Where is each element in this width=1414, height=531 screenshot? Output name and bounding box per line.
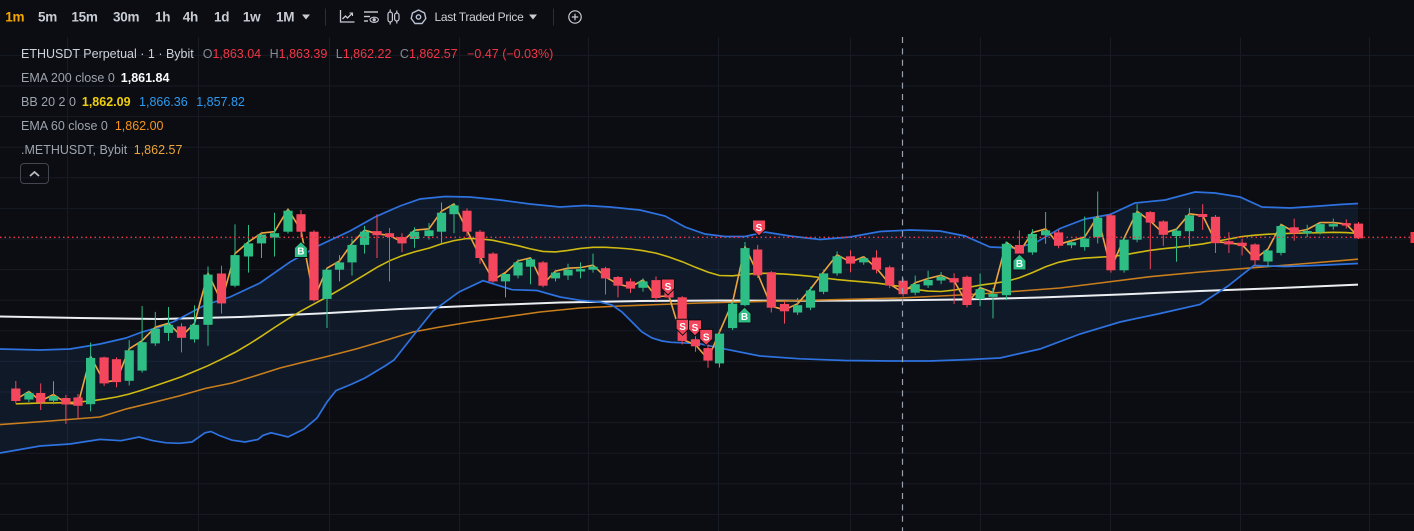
svg-text:S: S	[679, 322, 686, 333]
svg-text:B: B	[1016, 259, 1023, 270]
svg-text:S: S	[692, 323, 699, 334]
svg-text:S: S	[756, 223, 763, 234]
svg-text:S: S	[703, 332, 710, 343]
svg-text:S: S	[665, 282, 672, 293]
svg-text:B: B	[741, 312, 748, 323]
svg-text:B: B	[297, 247, 304, 258]
